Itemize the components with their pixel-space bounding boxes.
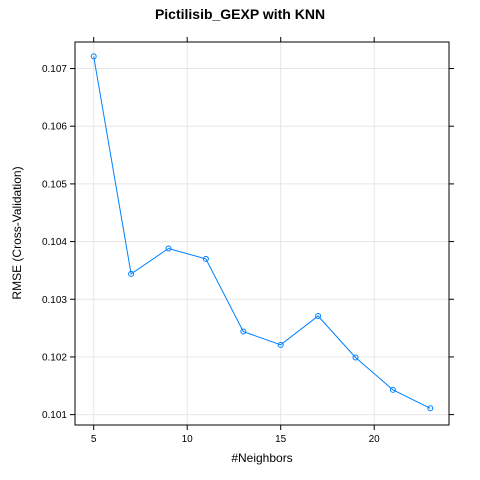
x-tick-label: 20 xyxy=(369,434,381,445)
grid xyxy=(75,42,449,425)
y-tick-label: 0.105 xyxy=(42,179,67,190)
data-point xyxy=(352,354,359,361)
data-point xyxy=(128,270,135,277)
y-tick-label: 0.104 xyxy=(42,237,67,248)
data-point xyxy=(389,386,396,393)
x-tick-label: 15 xyxy=(275,434,287,445)
y-tick-label: 0.103 xyxy=(42,295,67,306)
y-tick-label: 0.106 xyxy=(42,122,67,133)
y-tick-label: 0.102 xyxy=(42,352,67,363)
data-point xyxy=(315,312,322,319)
chart-title: Pictilisib_GEXP with KNN xyxy=(155,6,325,22)
data-point xyxy=(165,245,172,252)
series-line xyxy=(93,56,431,409)
data-point xyxy=(202,255,209,262)
x-axis-label: #Neighbors xyxy=(231,451,292,465)
data-point xyxy=(277,341,284,348)
axis-ticks: 5 10 15 20 0.101 0.102 0.103 0.104 0.105 0.106 0.1… xyxy=(42,37,454,445)
x-tick-label: 5 xyxy=(91,434,97,445)
y-axis-label: RMSE (Cross-Validation) xyxy=(10,166,24,299)
y-tick-label: 0.107 xyxy=(42,64,67,75)
plot-frame xyxy=(74,41,450,426)
data-point xyxy=(427,405,434,412)
x-tick-label: 10 xyxy=(182,434,194,445)
data-point xyxy=(240,328,247,335)
data-series xyxy=(90,53,434,412)
y-tick-label: 0.101 xyxy=(42,410,67,421)
data-point xyxy=(90,53,97,60)
